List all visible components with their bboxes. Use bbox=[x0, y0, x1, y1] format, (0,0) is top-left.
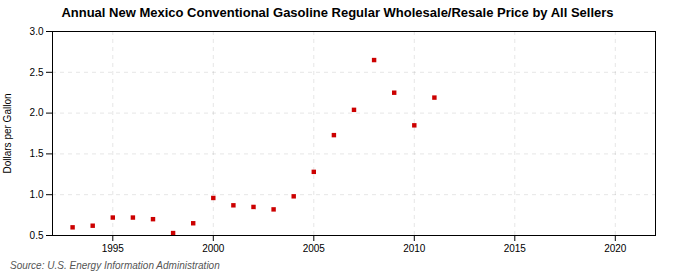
svg-text:2.5: 2.5 bbox=[30, 67, 44, 78]
html-text:Source: U.S. Energy Informatio: Source: U.S. Energy Information Administ… bbox=[10, 260, 220, 271]
svg-text:1.5: 1.5 bbox=[30, 148, 44, 159]
svg-text:3.0: 3.0 bbox=[30, 26, 44, 37]
svg-text:0.5: 0.5 bbox=[30, 230, 44, 241]
svg-text:2020: 2020 bbox=[604, 243, 627, 254]
svg-text:2015: 2015 bbox=[504, 243, 527, 254]
svg-text:1.0: 1.0 bbox=[30, 189, 44, 200]
html-text:Annual New Mexico Conventional: Annual New Mexico Conventional Gasoline … bbox=[61, 5, 614, 20]
svg-text:1995: 1995 bbox=[102, 243, 125, 254]
svg-text:Dollars per Gallon: Dollars per Gallon bbox=[2, 93, 13, 173]
svg-text:2010: 2010 bbox=[403, 243, 426, 254]
svg-text:2000: 2000 bbox=[202, 243, 225, 254]
svg-text:2.0: 2.0 bbox=[30, 107, 44, 118]
svg-text:2005: 2005 bbox=[303, 243, 326, 254]
